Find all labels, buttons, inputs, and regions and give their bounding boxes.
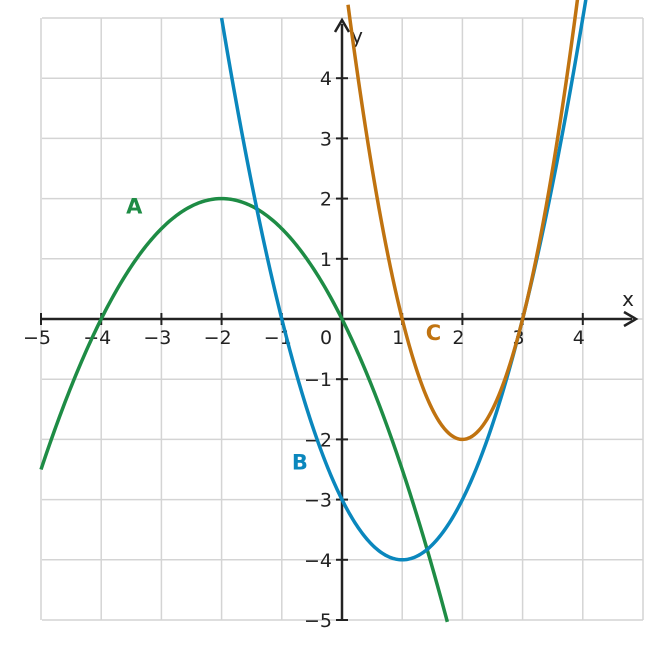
curves — [39, 0, 588, 623]
x-tick-label: −5 — [23, 327, 51, 349]
y-axis-arrow — [333, 17, 351, 33]
y-tick-label: 4 — [320, 68, 332, 90]
curve-c — [346, 0, 580, 442]
x-tick-label: 4 — [573, 327, 585, 349]
y-tick-label: −1 — [304, 369, 332, 391]
y-tick-label: −3 — [304, 490, 332, 512]
x-tick-label: −2 — [204, 327, 232, 349]
x-axis-label: x — [622, 287, 634, 311]
tick-marks — [40, 77, 584, 621]
curve-b-label: B — [292, 451, 308, 475]
axes — [42, 17, 639, 620]
x-tick-label: −3 — [143, 327, 171, 349]
y-tick-label: −4 — [304, 550, 332, 572]
y-tick-label: 3 — [320, 128, 332, 150]
curve-a-label: A — [126, 195, 143, 219]
x-axis-arrow — [623, 310, 639, 328]
x-tick-label: 2 — [452, 327, 464, 349]
origin-label: 0 — [320, 327, 332, 349]
curve-labels: A B C — [126, 195, 441, 475]
x-tick-label: 1 — [392, 327, 404, 349]
y-tick-label: 1 — [320, 249, 332, 271]
y-tick-label: 2 — [320, 189, 332, 211]
y-tick-label: −5 — [304, 610, 332, 632]
curve-a — [39, 196, 450, 623]
curve-c-label: C — [426, 321, 441, 345]
